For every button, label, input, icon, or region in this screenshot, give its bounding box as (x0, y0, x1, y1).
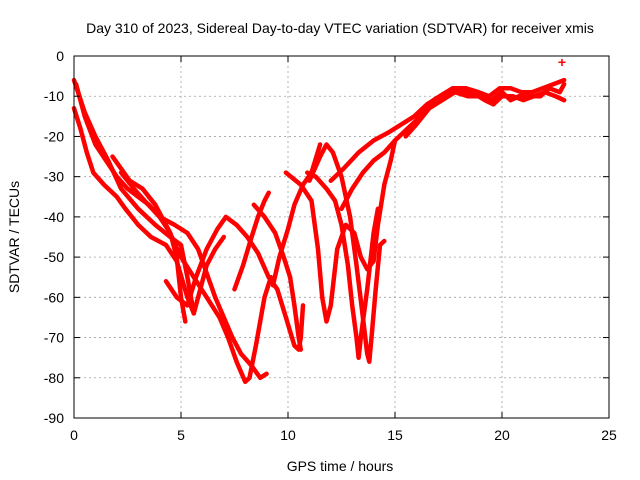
axis-ticks: 0 5 10 15 20 25 0 -10 -20 -30 -40 -50 -60 -70 -80 -90 (44, 48, 617, 443)
series-track-8 (251, 202, 304, 352)
series-track-13 (339, 89, 567, 212)
data-point-outlier: + (558, 54, 566, 70)
x-tick-label: 20 (494, 427, 510, 443)
y-tick-label: -90 (44, 410, 64, 426)
data-layer: + (71, 54, 567, 385)
x-tick-label: 10 (280, 427, 296, 443)
x-tick-label: 5 (177, 427, 185, 443)
series-track-12 (305, 170, 381, 360)
y-tick-label: -30 (44, 169, 64, 185)
y-tick-label: -60 (44, 289, 64, 305)
x-axis-label: GPS time / hours (287, 458, 394, 474)
y-tick-label: -40 (44, 209, 64, 225)
x-tick-label: 15 (387, 427, 403, 443)
series-track-11 (307, 142, 387, 364)
plot-frame (73, 55, 610, 419)
series-track-1 (71, 77, 197, 316)
y-tick-label: -50 (44, 249, 64, 265)
series-track-4 (110, 154, 274, 385)
x-tick-label: 25 (601, 427, 617, 443)
x-tick-label: 0 (70, 427, 78, 443)
chart-title: Day 310 of 2023, Sidereal Day-to-day VTE… (86, 20, 594, 36)
series-track-7 (232, 190, 271, 292)
y-tick-label: 0 (56, 48, 64, 64)
series-track-10 (283, 138, 398, 324)
series-track-15 (403, 81, 567, 139)
y-tick-label: -20 (44, 128, 64, 144)
y-tick-label: -10 (44, 88, 64, 104)
y-tick-label: -80 (44, 370, 64, 386)
y-axis-label: SDTVAR / TECUs (6, 181, 22, 293)
y-tick-label: -70 (44, 330, 64, 346)
series-track-6 (163, 214, 306, 352)
series-track-5 (118, 170, 269, 381)
series-track-14 (328, 77, 567, 183)
